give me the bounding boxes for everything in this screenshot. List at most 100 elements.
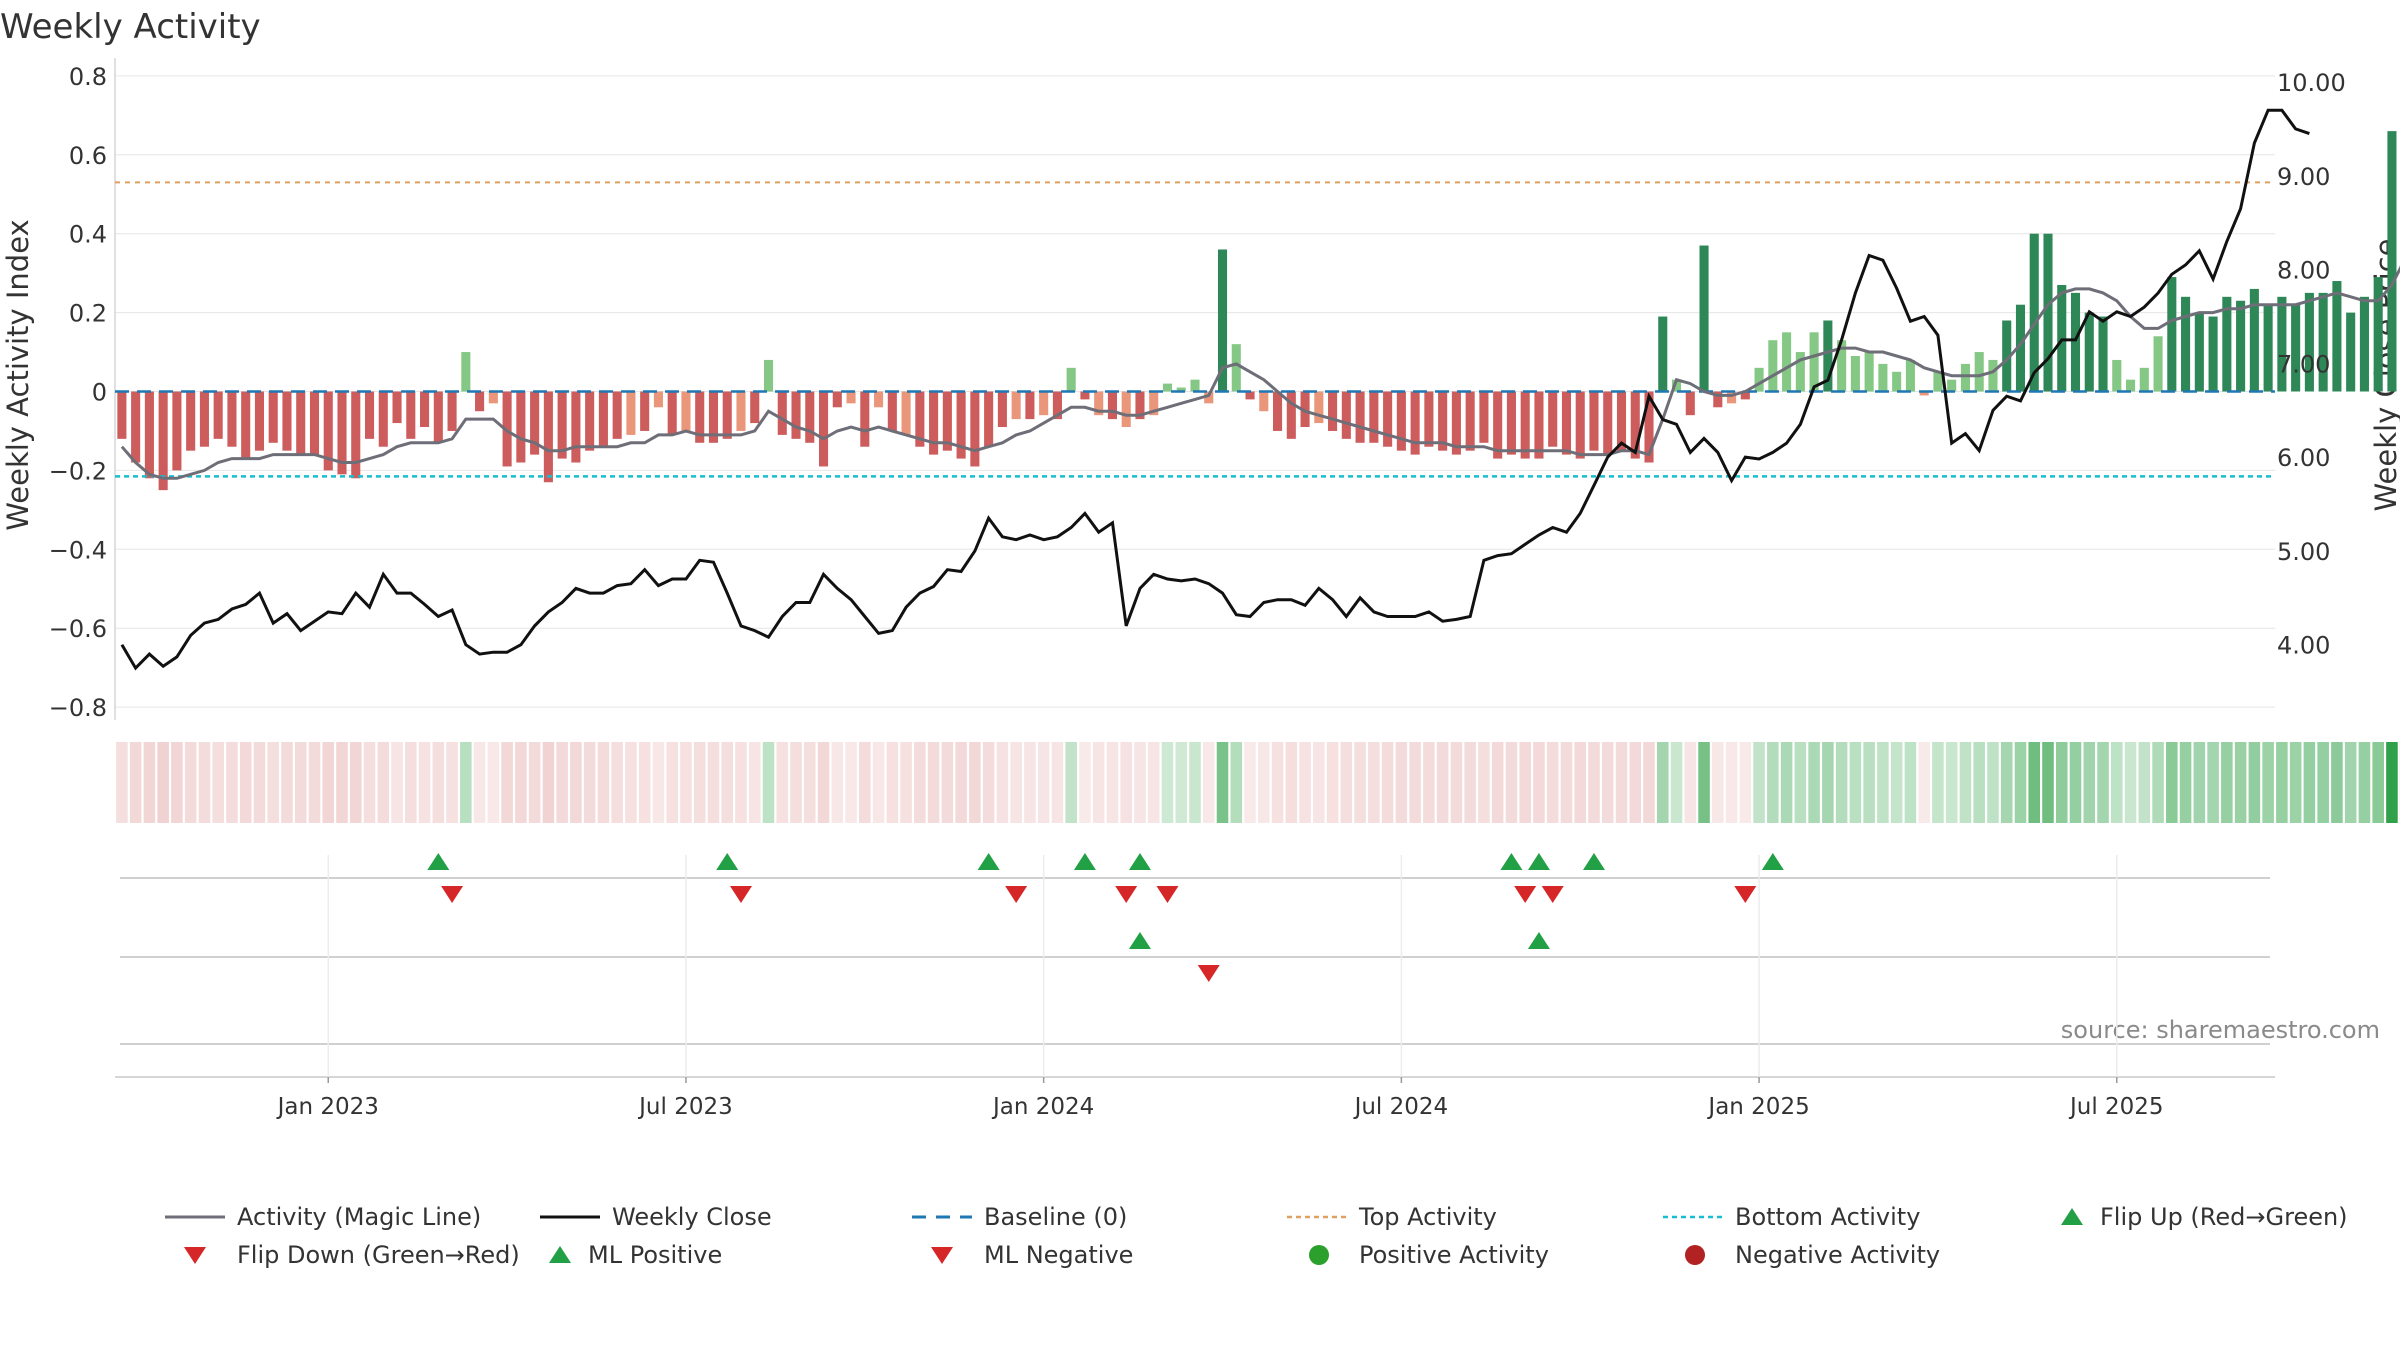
- legend-swatch: [2061, 1208, 2083, 1225]
- heat-cell: [955, 742, 967, 823]
- activity-bar: [723, 392, 732, 439]
- activity-bar: [448, 392, 457, 431]
- heat-cell: [570, 742, 582, 823]
- activity-bar: [1603, 392, 1612, 455]
- heat-cell: [708, 742, 720, 823]
- legend-swatch: [1309, 1245, 1329, 1265]
- activity-bar: [310, 392, 319, 455]
- heat-cell: [1753, 742, 1765, 823]
- activity-bar: [764, 360, 773, 392]
- heat-cell: [1024, 742, 1036, 823]
- heat-cell: [2317, 742, 2329, 823]
- activity-bar: [874, 392, 883, 408]
- heat-cell: [2235, 742, 2247, 823]
- activity-bar: [681, 392, 690, 431]
- heat-cell: [2097, 742, 2109, 823]
- activity-bar: [1548, 392, 1557, 447]
- heat-cell: [942, 742, 954, 823]
- heat-cell: [639, 742, 651, 823]
- legend-label: Positive Activity: [1359, 1241, 1549, 1269]
- activity-bar: [2085, 313, 2094, 392]
- heat-cell: [2001, 742, 2013, 823]
- activity-bar: [379, 392, 388, 447]
- heat-cell: [2083, 742, 2095, 823]
- heat-cell: [1258, 742, 1270, 823]
- activity-bar: [2181, 297, 2190, 392]
- activity-bar: [847, 392, 856, 404]
- y2-tick-label: 5.00: [2277, 538, 2330, 566]
- activity-bar: [998, 392, 1007, 428]
- heat-cell: [1203, 742, 1215, 823]
- heat-cell: [1437, 742, 1449, 823]
- x-tick-label: Jul 2024: [1353, 1094, 1449, 1120]
- y2-tick-label: 9.00: [2277, 163, 2330, 191]
- legend-item-baseline: Baseline (0): [912, 1203, 1127, 1231]
- activity-bar: [365, 392, 374, 439]
- heat-cell: [1822, 742, 1834, 823]
- y-axis-label: Weekly Activity Index: [1, 219, 35, 530]
- y-tick-label: −0.6: [49, 615, 107, 643]
- activity-bar: [186, 392, 195, 451]
- heat-cell: [1643, 742, 1655, 823]
- heat-cell: [928, 742, 940, 823]
- activity-bar: [668, 392, 677, 435]
- heat-cell: [1712, 742, 1724, 823]
- heat-cell: [1464, 742, 1476, 823]
- activity-bar: [1933, 372, 1942, 392]
- heat-cell: [997, 742, 1009, 823]
- heat-cell: [419, 742, 431, 823]
- heat-cell: [1932, 742, 1944, 823]
- activity-bar: [241, 392, 250, 459]
- heat-cell: [2042, 742, 2054, 823]
- x-tick-label: Jul 2025: [2068, 1094, 2164, 1120]
- activity-bar: [1025, 392, 1034, 420]
- activity-bar: [1521, 392, 1530, 459]
- heat-cell: [1354, 742, 1366, 823]
- activity-bar: [2264, 305, 2273, 392]
- heat-cell: [1629, 742, 1641, 823]
- y2-tick-label: 10.00: [2277, 69, 2346, 97]
- heat-cell: [322, 742, 334, 823]
- heat-cell: [2028, 742, 2040, 823]
- flip-down-marker: [1115, 886, 1137, 903]
- heat-cell: [2221, 742, 2233, 823]
- legend-item-bottom: Bottom Activity: [1663, 1203, 1920, 1231]
- activity-bar: [654, 392, 663, 408]
- activity-bar: [1878, 364, 1887, 392]
- activity-bar: [282, 392, 291, 451]
- activity-bar: [1356, 392, 1365, 443]
- heat-cell: [1781, 742, 1793, 823]
- activity-bar: [269, 392, 278, 443]
- heat-cell: [2180, 742, 2192, 823]
- activity-bar: [1424, 392, 1433, 447]
- activity-bar: [1328, 392, 1337, 431]
- activity-bar: [255, 392, 264, 451]
- heat-cell: [529, 742, 541, 823]
- y2-tick-label: 7.00: [2277, 350, 2330, 378]
- heat-cell: [2194, 742, 2206, 823]
- legend-item-magic: Activity (Magic Line): [165, 1203, 481, 1231]
- heat-cell: [1987, 742, 1999, 823]
- heat-cell: [2166, 742, 2178, 823]
- heat-cell: [859, 742, 871, 823]
- activity-bar: [1122, 392, 1131, 428]
- heat-cell: [1602, 742, 1614, 823]
- heat-cell: [1010, 742, 1022, 823]
- y-tick-label: 0.8: [69, 63, 107, 91]
- heat-cell: [1863, 742, 1875, 823]
- activity-bar: [2346, 313, 2355, 392]
- activity-bar: [833, 392, 842, 408]
- heat-cell: [378, 742, 390, 823]
- activity-bar: [475, 392, 484, 412]
- heat-cell: [1946, 742, 1958, 823]
- heat-cell: [1905, 742, 1917, 823]
- activity-bar: [1975, 352, 1984, 391]
- activity-bar: [929, 392, 938, 455]
- x-tick-label: Jan 2025: [1706, 1094, 1809, 1120]
- heat-cell: [983, 742, 995, 823]
- heat-cell: [2386, 742, 2398, 823]
- activity-bar: [2195, 313, 2204, 392]
- flip-down-marker: [1734, 886, 1756, 903]
- heat-cell: [2359, 742, 2371, 823]
